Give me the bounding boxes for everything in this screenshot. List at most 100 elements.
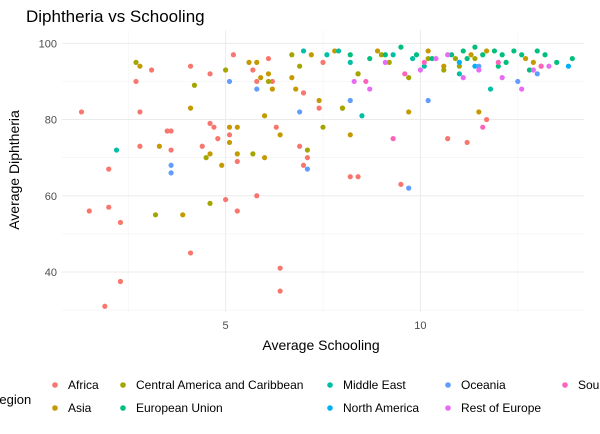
point-rest-of-europe (417, 67, 423, 73)
point-asia (347, 132, 353, 138)
point-european-union (367, 55, 373, 62)
legend-title: Region (0, 392, 31, 407)
point-oceania (168, 170, 174, 176)
point-asia (234, 151, 240, 157)
point-africa (250, 67, 256, 73)
point-south-america (495, 59, 501, 65)
point-africa (269, 78, 275, 85)
point-oceania (347, 97, 353, 104)
point-european-union (534, 48, 540, 54)
point-asia (484, 48, 490, 54)
point-european-union (499, 52, 505, 58)
point-africa (300, 162, 307, 168)
point-european-union (511, 48, 517, 54)
point-asia (207, 151, 213, 157)
point-central-america-and-caribbean (339, 105, 346, 111)
point-south-america (538, 63, 544, 69)
point-africa (445, 136, 451, 142)
legend-key-european-union (120, 405, 126, 411)
point-africa (277, 288, 283, 294)
point-rest-of-europe (519, 86, 525, 92)
point-africa (234, 158, 240, 165)
gridlines (62, 30, 584, 312)
point-africa (223, 196, 229, 203)
point-africa (117, 219, 124, 226)
point-european-union (495, 63, 501, 69)
data-points (78, 44, 575, 309)
point-central-america-and-caribbean (386, 59, 392, 65)
point-oceania (406, 185, 412, 191)
point-oceania (425, 97, 431, 104)
point-africa (277, 265, 283, 271)
point-european-union (398, 44, 404, 50)
point-european-union (472, 44, 478, 50)
point-rest-of-europe (367, 86, 373, 92)
point-central-america-and-caribbean (133, 59, 139, 65)
point-north-america (472, 63, 478, 69)
y-tick-label: 40 (45, 267, 57, 279)
point-south-america (480, 124, 486, 130)
point-asia (476, 109, 482, 115)
point-central-america-and-caribbean (320, 124, 326, 130)
point-south-america (363, 78, 369, 85)
point-asia (258, 75, 264, 81)
point-asia (254, 59, 260, 65)
legend-key-oceania (445, 382, 451, 388)
point-africa (265, 55, 272, 62)
y-axis-title: Average Diphtheria (6, 110, 22, 230)
point-africa (254, 78, 260, 85)
point-oceania (168, 162, 174, 168)
point-rest-of-europe (499, 75, 505, 81)
point-africa (398, 181, 404, 187)
point-north-america (565, 63, 572, 69)
point-asia (187, 105, 194, 111)
legend-key-south-america (562, 382, 568, 388)
point-asia (137, 63, 143, 69)
legend-label-africa: Africa (68, 378, 99, 392)
point-oceania (515, 78, 521, 85)
point-european-union (526, 67, 533, 73)
point-oceania (254, 86, 260, 92)
y-tick-label: 100 (39, 38, 57, 50)
legend-label-oceania: Oceania (461, 378, 506, 392)
point-asia (293, 86, 299, 92)
point-european-union (347, 52, 353, 58)
legend-label-central-america-and-caribbean: Central America and Caribbean (136, 378, 303, 392)
point-oceania (534, 71, 540, 77)
point-rest-of-europe (433, 55, 439, 62)
point-asia (441, 63, 447, 69)
point-european-union (480, 52, 486, 58)
point-oceania (476, 63, 482, 69)
point-middle-east (487, 86, 494, 92)
point-africa (300, 90, 307, 96)
legend-label-south-america: Sou (578, 378, 599, 392)
point-european-union (413, 52, 420, 58)
point-oceania (226, 78, 233, 85)
point-africa (117, 278, 124, 285)
point-rest-of-europe (382, 59, 388, 65)
point-africa (137, 143, 143, 149)
x-axis-ticks: 5 10 (223, 320, 427, 332)
chart-title: Diphtheria vs Schooling (26, 7, 205, 26)
point-africa (86, 208, 92, 214)
point-africa (464, 139, 470, 146)
legend-label-european-union: European Union (136, 401, 223, 415)
point-africa (199, 143, 205, 149)
legend-key-central-america-and-caribbean (120, 382, 126, 388)
point-asia (261, 113, 268, 119)
point-asia (156, 143, 162, 149)
point-asia (374, 48, 381, 54)
point-asia (522, 55, 529, 62)
point-africa (234, 208, 240, 214)
point-middle-east (113, 147, 120, 153)
point-middle-east (390, 52, 396, 58)
point-south-america (402, 71, 408, 77)
point-central-america-and-caribbean (441, 67, 447, 73)
x-axis-title: Average Schooling (262, 337, 379, 353)
legend-label-middle-east: Middle East (343, 378, 406, 392)
point-africa (211, 124, 217, 130)
point-south-america (390, 136, 396, 142)
point-central-america-and-caribbean (378, 52, 385, 58)
point-middle-east (456, 71, 462, 77)
